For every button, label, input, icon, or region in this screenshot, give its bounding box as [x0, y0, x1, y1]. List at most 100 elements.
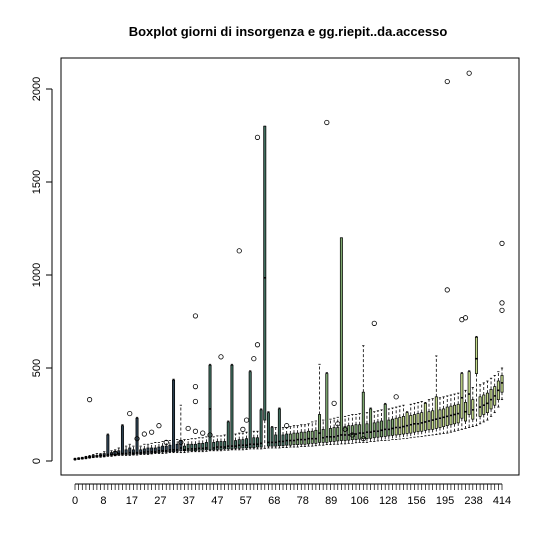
box-54	[266, 411, 270, 449]
iqr-box	[383, 403, 387, 437]
iqr-box	[193, 443, 197, 452]
box-58	[281, 427, 285, 449]
box-56	[274, 427, 278, 449]
outlier-point	[149, 429, 155, 435]
iqr-box	[230, 364, 234, 450]
box-60	[288, 426, 292, 448]
outlier-point	[127, 410, 133, 417]
box-65	[307, 423, 311, 447]
iqr-box	[500, 375, 504, 393]
box-74	[339, 237, 343, 445]
iqr-box	[332, 427, 336, 442]
box-102	[442, 396, 446, 434]
box-118	[499, 240, 505, 401]
iqr-box	[226, 421, 230, 450]
iqr-box	[303, 431, 307, 445]
iqr-box	[325, 373, 329, 443]
box-114	[485, 380, 489, 421]
x-tick-label: 47	[211, 495, 223, 507]
x-tick-label: 57	[240, 495, 252, 507]
box-105	[453, 393, 457, 432]
box-16	[127, 410, 133, 456]
outlier-point	[444, 78, 450, 85]
box-112	[478, 384, 482, 425]
box-30	[178, 404, 184, 454]
box-3	[80, 456, 84, 460]
box-21	[146, 443, 150, 455]
iqr-box	[215, 441, 219, 450]
box-88	[391, 407, 394, 441]
box-107	[459, 317, 465, 430]
box-98	[427, 399, 431, 436]
iqr-box	[376, 421, 380, 438]
outlier-point	[192, 313, 199, 319]
box-109	[466, 70, 472, 428]
iqr-box	[372, 422, 376, 439]
iqr-box	[150, 447, 154, 454]
box-51	[254, 134, 261, 450]
iqr-box	[161, 445, 165, 453]
box-10	[106, 433, 110, 457]
iqr-box	[190, 443, 194, 452]
iqr-box	[146, 447, 150, 454]
iqr-box	[245, 438, 249, 449]
outlier-point	[499, 307, 505, 313]
box-31	[183, 439, 186, 454]
iqr-box	[201, 442, 205, 451]
iqr-box	[197, 442, 201, 451]
iqr-box	[467, 371, 471, 415]
box-69	[321, 419, 325, 446]
box-83	[371, 320, 377, 442]
box-1	[73, 457, 77, 461]
box-25	[161, 441, 165, 454]
box-91	[401, 404, 405, 440]
box-62	[296, 425, 300, 448]
box-104	[449, 394, 453, 433]
iqr-box	[270, 427, 274, 447]
box-85	[380, 409, 384, 441]
box-12	[112, 449, 118, 457]
box-113	[482, 382, 486, 423]
iqr-box	[401, 416, 405, 435]
box-14	[120, 424, 124, 456]
box-92	[405, 411, 409, 439]
x-tick-label: 89	[325, 495, 337, 507]
iqr-box	[369, 408, 373, 439]
box-29	[175, 439, 179, 454]
iqr-box	[343, 426, 347, 441]
box-26	[163, 439, 169, 454]
outlier-point	[254, 134, 261, 140]
y-tick-label: 500	[31, 359, 43, 377]
box-63	[299, 424, 303, 447]
box-48	[243, 417, 250, 450]
box-84	[376, 410, 380, 442]
box-66	[310, 421, 314, 447]
box-103	[444, 78, 450, 434]
box-24	[156, 423, 162, 454]
iqr-box	[420, 412, 424, 432]
box-50	[251, 356, 257, 450]
outlier-point	[200, 430, 206, 436]
box-79	[358, 413, 362, 443]
iqr-box	[354, 424, 358, 440]
iqr-box	[288, 433, 292, 446]
iqr-box	[248, 371, 252, 448]
iqr-box	[106, 434, 110, 457]
box-32	[185, 425, 191, 453]
box-35	[197, 437, 201, 453]
y-tick-label: 1000	[31, 263, 43, 287]
outlier-point	[331, 400, 337, 406]
y-tick-label: 1500	[31, 170, 43, 194]
box-46	[236, 248, 242, 451]
box-40	[215, 435, 219, 452]
x-tick-label: 414	[493, 495, 511, 507]
box-117	[496, 371, 500, 408]
box-13	[117, 447, 121, 456]
box-4	[84, 455, 88, 460]
box-97	[423, 402, 427, 437]
iqr-box	[164, 445, 168, 453]
box-90	[398, 405, 402, 440]
box-17	[131, 445, 135, 456]
iqr-box	[398, 416, 402, 435]
